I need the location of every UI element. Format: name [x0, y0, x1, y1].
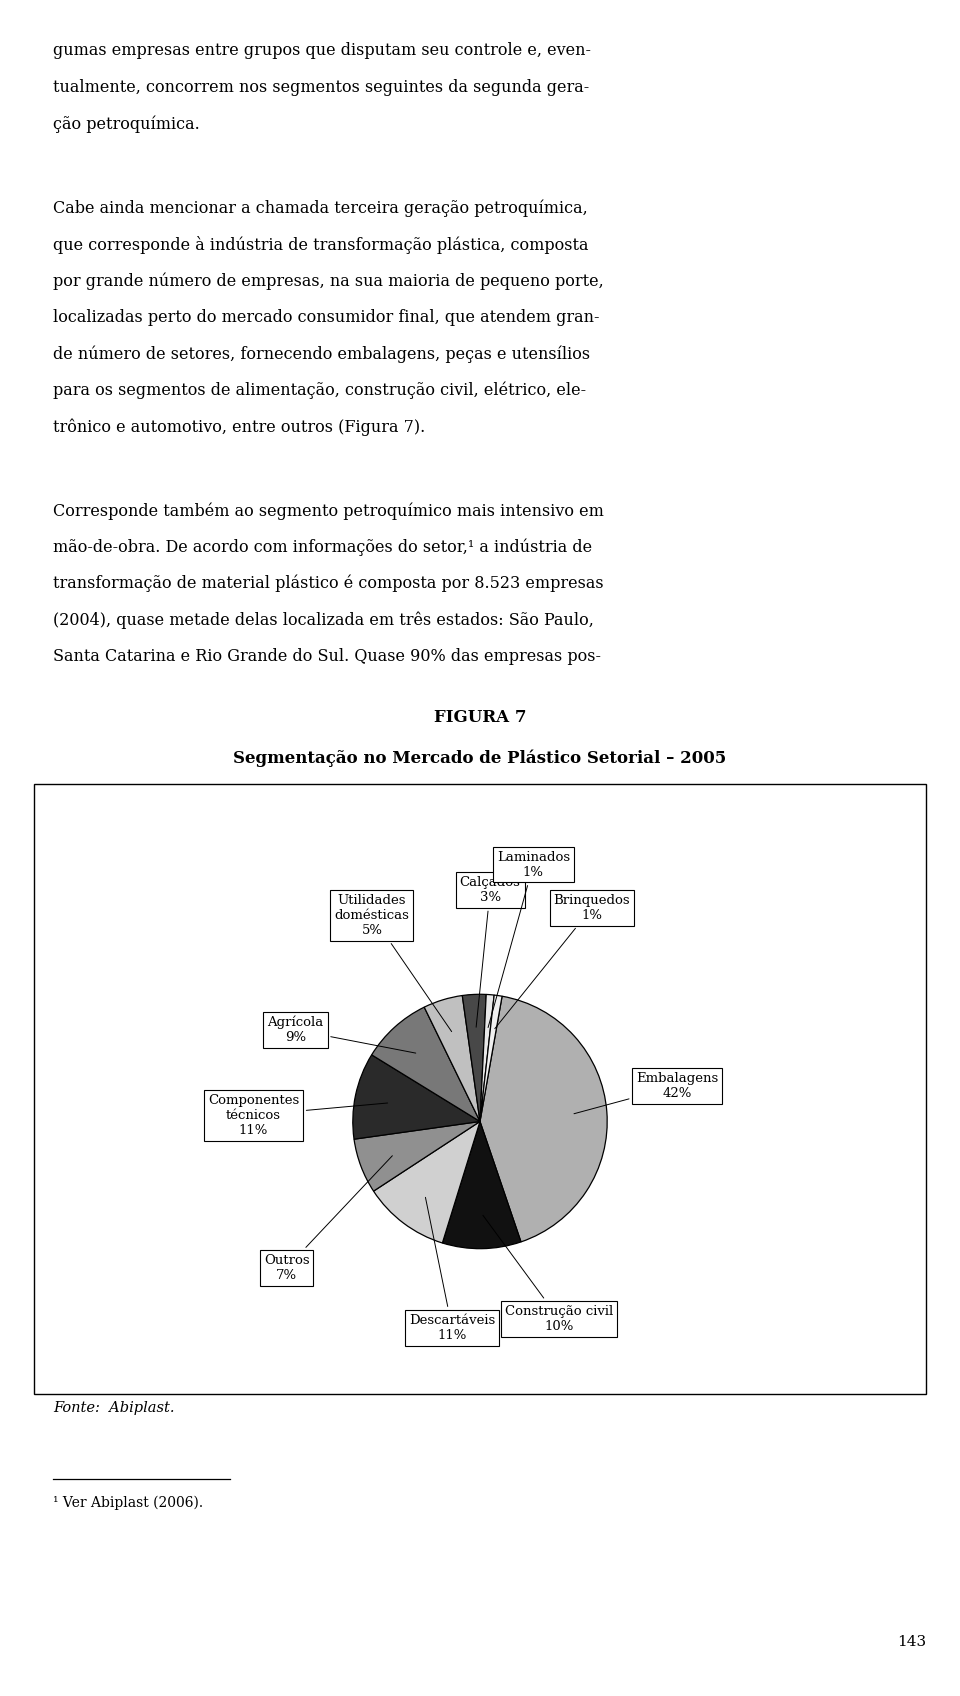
- Text: Calçados
3%: Calçados 3%: [460, 875, 520, 1028]
- Text: gumas empresas entre grupos que disputam seu controle e, even-: gumas empresas entre grupos que disputam…: [53, 42, 590, 59]
- Text: Laminados
1%: Laminados 1%: [488, 850, 570, 1028]
- Text: localizadas perto do mercado consumidor final, que atendem gran-: localizadas perto do mercado consumidor …: [53, 309, 599, 326]
- Text: Utilidades
domésticas
5%: Utilidades domésticas 5%: [334, 894, 451, 1031]
- Text: tualmente, concorrem nos segmentos seguintes da segunda gera-: tualmente, concorrem nos segmentos segui…: [53, 80, 589, 97]
- Text: 143: 143: [898, 1635, 926, 1649]
- Text: Brinquedos
1%: Brinquedos 1%: [494, 894, 631, 1029]
- Wedge shape: [372, 1007, 480, 1121]
- Bar: [34, 784, 926, 1394]
- Text: mão-de-obra. De acordo com informações do setor,¹ a indústria de: mão-de-obra. De acordo com informações d…: [53, 539, 592, 556]
- Text: FIGURA 7: FIGURA 7: [434, 709, 526, 726]
- Text: ¹ Ver Abiplast (2006).: ¹ Ver Abiplast (2006).: [53, 1496, 203, 1509]
- Wedge shape: [480, 996, 607, 1241]
- Text: trônico e automotivo, entre outros (Figura 7).: trônico e automotivo, entre outros (Figu…: [53, 419, 425, 436]
- Text: Corresponde também ao segmento petroquímico mais intensivo em: Corresponde também ao segmento petroquím…: [53, 502, 604, 519]
- Text: Segmentação no Mercado de Plástico Setorial – 2005: Segmentação no Mercado de Plástico Setor…: [233, 750, 727, 767]
- Text: Componentes
técnicos
11%: Componentes técnicos 11%: [208, 1094, 388, 1136]
- Text: ção petroquímica.: ção petroquímica.: [53, 115, 200, 132]
- Text: transformação de material plástico é composta por 8.523 empresas: transformação de material plástico é com…: [53, 575, 604, 592]
- Text: Santa Catarina e Rio Grande do Sul. Quase 90% das empresas pos-: Santa Catarina e Rio Grande do Sul. Quas…: [53, 648, 601, 665]
- Text: que corresponde à indústria de transformação plástica, composta: que corresponde à indústria de transform…: [53, 236, 588, 254]
- Text: Embalagens
42%: Embalagens 42%: [574, 1072, 718, 1114]
- Text: Fonte:  Abiplast.: Fonte: Abiplast.: [53, 1401, 175, 1414]
- Wedge shape: [424, 996, 480, 1121]
- Text: (2004), quase metade delas localizada em três estados: São Paulo,: (2004), quase metade delas localizada em…: [53, 612, 593, 629]
- Text: Construção civil
10%: Construção civil 10%: [483, 1216, 613, 1333]
- Wedge shape: [480, 996, 502, 1121]
- Text: Cabe ainda mencionar a chamada terceira geração petroquímica,: Cabe ainda mencionar a chamada terceira …: [53, 200, 588, 217]
- Wedge shape: [373, 1121, 480, 1243]
- Wedge shape: [443, 1121, 521, 1248]
- Wedge shape: [354, 1121, 480, 1191]
- Wedge shape: [353, 1055, 480, 1140]
- Text: para os segmentos de alimentação, construção civil, elétrico, ele-: para os segmentos de alimentação, constr…: [53, 382, 586, 399]
- Text: Agrícola
9%: Agrícola 9%: [268, 1016, 416, 1053]
- Wedge shape: [463, 994, 486, 1121]
- Wedge shape: [480, 994, 494, 1121]
- Text: Outros
7%: Outros 7%: [264, 1155, 393, 1282]
- Text: por grande número de empresas, na sua maioria de pequeno porte,: por grande número de empresas, na sua ma…: [53, 273, 604, 290]
- Text: Descartáveis
11%: Descartáveis 11%: [409, 1197, 495, 1342]
- Text: de número de setores, fornecendo embalagens, peças e utensílios: de número de setores, fornecendo embalag…: [53, 346, 590, 363]
